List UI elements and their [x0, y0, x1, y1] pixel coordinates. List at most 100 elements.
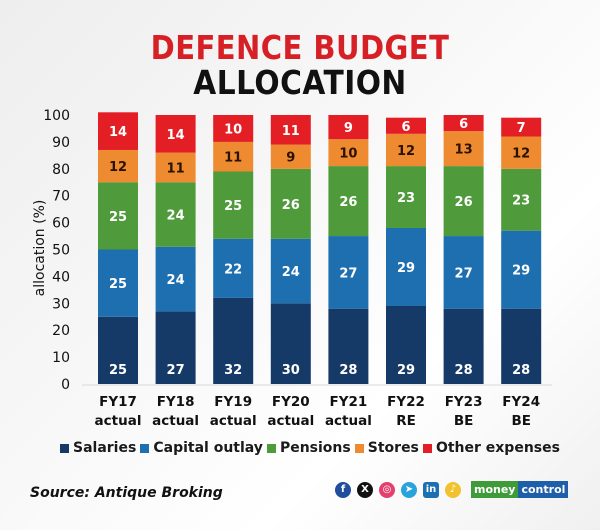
- bar-segment-stores: [501, 136, 542, 169]
- data-label: 22: [224, 262, 242, 277]
- x-tick-label: actual: [325, 413, 372, 429]
- bar-segment-capital-outlay: [443, 236, 484, 309]
- x-axis-labels: FY17 actual FY18 actual FY19 actual FY20 actual…: [95, 394, 541, 429]
- data-label: 12: [512, 147, 530, 162]
- bar-segment-stores: [213, 141, 254, 172]
- bar-segment-stores: [270, 144, 311, 169]
- x-tick-label: FY23: [445, 394, 483, 410]
- y-tick-label: 10: [52, 350, 70, 366]
- legend-swatch: [60, 443, 69, 453]
- data-label: 24: [167, 273, 185, 288]
- data-label: 28: [339, 363, 357, 378]
- x-tick-label: FY22: [387, 394, 425, 410]
- legend: Salaries Capital outlay Pensions Stores Othe…: [60, 440, 560, 456]
- x-tick-label: FY24: [502, 394, 540, 410]
- bar-segment-salaries: [270, 303, 311, 384]
- facebook-icon[interactable]: f: [335, 481, 351, 498]
- moneycontrol-logo[interactable]: money control: [471, 481, 569, 498]
- data-label: 14: [109, 125, 127, 140]
- data-label: 12: [109, 160, 127, 175]
- instagram-icon[interactable]: ◎: [379, 481, 395, 498]
- x-tick-label: actual: [95, 413, 142, 429]
- source-note: Source: Antique Broking: [30, 485, 223, 501]
- x-tick-label: BE: [511, 413, 531, 429]
- bar-segment-other-expenses: [443, 115, 484, 132]
- legend-item-stores: Stores: [354, 440, 419, 456]
- y-tick-label: 40: [52, 269, 70, 285]
- bars: 25 25 25 12 14 27 24 24 11 14 32 22 25 11 10 30 24 26 9 11 2…: [98, 112, 542, 384]
- bar-segment-stores: [443, 131, 484, 167]
- linkedin-icon[interactable]: in: [423, 481, 439, 498]
- bar-segment-salaries: [443, 308, 484, 384]
- brand-part-2: control: [518, 481, 569, 498]
- bar-segment-other-expenses: [155, 115, 196, 153]
- bar-segment-stores: [386, 133, 426, 167]
- bar-segment-salaries: [501, 308, 542, 384]
- data-label: 28: [512, 363, 530, 378]
- x-tick-label: actual: [152, 413, 199, 429]
- data-label: 9: [344, 121, 353, 136]
- data-label: 12: [397, 144, 415, 159]
- legend-item-salaries: Salaries: [60, 440, 136, 456]
- y-tick-label: 90: [52, 135, 70, 151]
- y-tick-label: 0: [61, 377, 70, 393]
- bar-segment-pensions: [270, 168, 311, 239]
- data-label: 29: [512, 264, 530, 279]
- legend-label: Salaries: [73, 440, 137, 456]
- legend-swatch: [354, 443, 364, 453]
- bar-segment-stores: [98, 149, 138, 183]
- data-label: 9: [286, 151, 295, 166]
- legend-item-capital-outlay: Capital outlay: [140, 440, 263, 456]
- data-label: 27: [167, 363, 185, 378]
- x-tick-label: FY17: [99, 394, 137, 410]
- koo-icon[interactable]: ♪: [445, 481, 461, 498]
- data-label: 28: [455, 363, 473, 378]
- bar-segment-salaries: [213, 297, 254, 384]
- data-label: 13: [455, 143, 473, 158]
- bar-segment-pensions: [328, 166, 369, 237]
- data-label: 27: [339, 266, 357, 281]
- stacked-bar-chart: 0 10 20 30 40 50 60 70 80 90 100 allocation (%) 25…: [32, 108, 552, 429]
- x-icon[interactable]: X: [357, 481, 373, 498]
- data-label: 10: [224, 122, 242, 137]
- data-label: 27: [455, 266, 473, 281]
- bar-segment-capital-outlay: [213, 238, 254, 298]
- bar-segment-other-expenses: [270, 115, 311, 145]
- data-label: 10: [339, 147, 357, 162]
- legend-swatch: [140, 443, 150, 453]
- data-label: 24: [167, 209, 185, 224]
- x-tick-label: actual: [267, 413, 314, 429]
- bar-segment-pensions: [386, 166, 426, 228]
- bar-segment-other-expenses: [501, 117, 542, 137]
- bar-segment-stores: [328, 139, 369, 167]
- data-label: 6: [401, 120, 410, 135]
- data-label: 30: [282, 363, 300, 378]
- telegram-icon[interactable]: ➤: [401, 481, 417, 498]
- data-label: 23: [512, 194, 530, 209]
- data-label: 11: [167, 161, 185, 176]
- bar-segment-other-expenses: [386, 117, 426, 134]
- data-label: 11: [224, 151, 242, 166]
- title-line-1: DEFENCE BUDGET: [150, 28, 450, 67]
- data-label: 29: [397, 261, 415, 276]
- bar-segment-capital-outlay: [98, 249, 138, 317]
- data-label: 11: [282, 124, 300, 139]
- y-tick-label: 20: [52, 323, 70, 339]
- x-tick-label: RE: [396, 413, 416, 429]
- data-label: 24: [282, 265, 300, 280]
- x-tick-label: FY18: [157, 394, 195, 410]
- bar-segment-stores: [155, 152, 196, 183]
- bar-segment-capital-outlay: [501, 230, 542, 309]
- data-label: 32: [224, 363, 242, 378]
- bar-segment-capital-outlay: [270, 238, 311, 304]
- legend-item-pensions: Pensions: [266, 440, 351, 456]
- y-tick-label: 50: [52, 243, 70, 259]
- y-tick-label: 80: [52, 162, 70, 178]
- x-tick-label: actual: [210, 413, 257, 429]
- bar-segment-pensions: [443, 166, 484, 237]
- data-label: 25: [109, 277, 127, 292]
- y-tick-label: 100: [43, 108, 70, 124]
- data-label: 26: [282, 198, 300, 213]
- brand-part-1: money: [471, 481, 519, 498]
- data-label: 6: [459, 117, 468, 132]
